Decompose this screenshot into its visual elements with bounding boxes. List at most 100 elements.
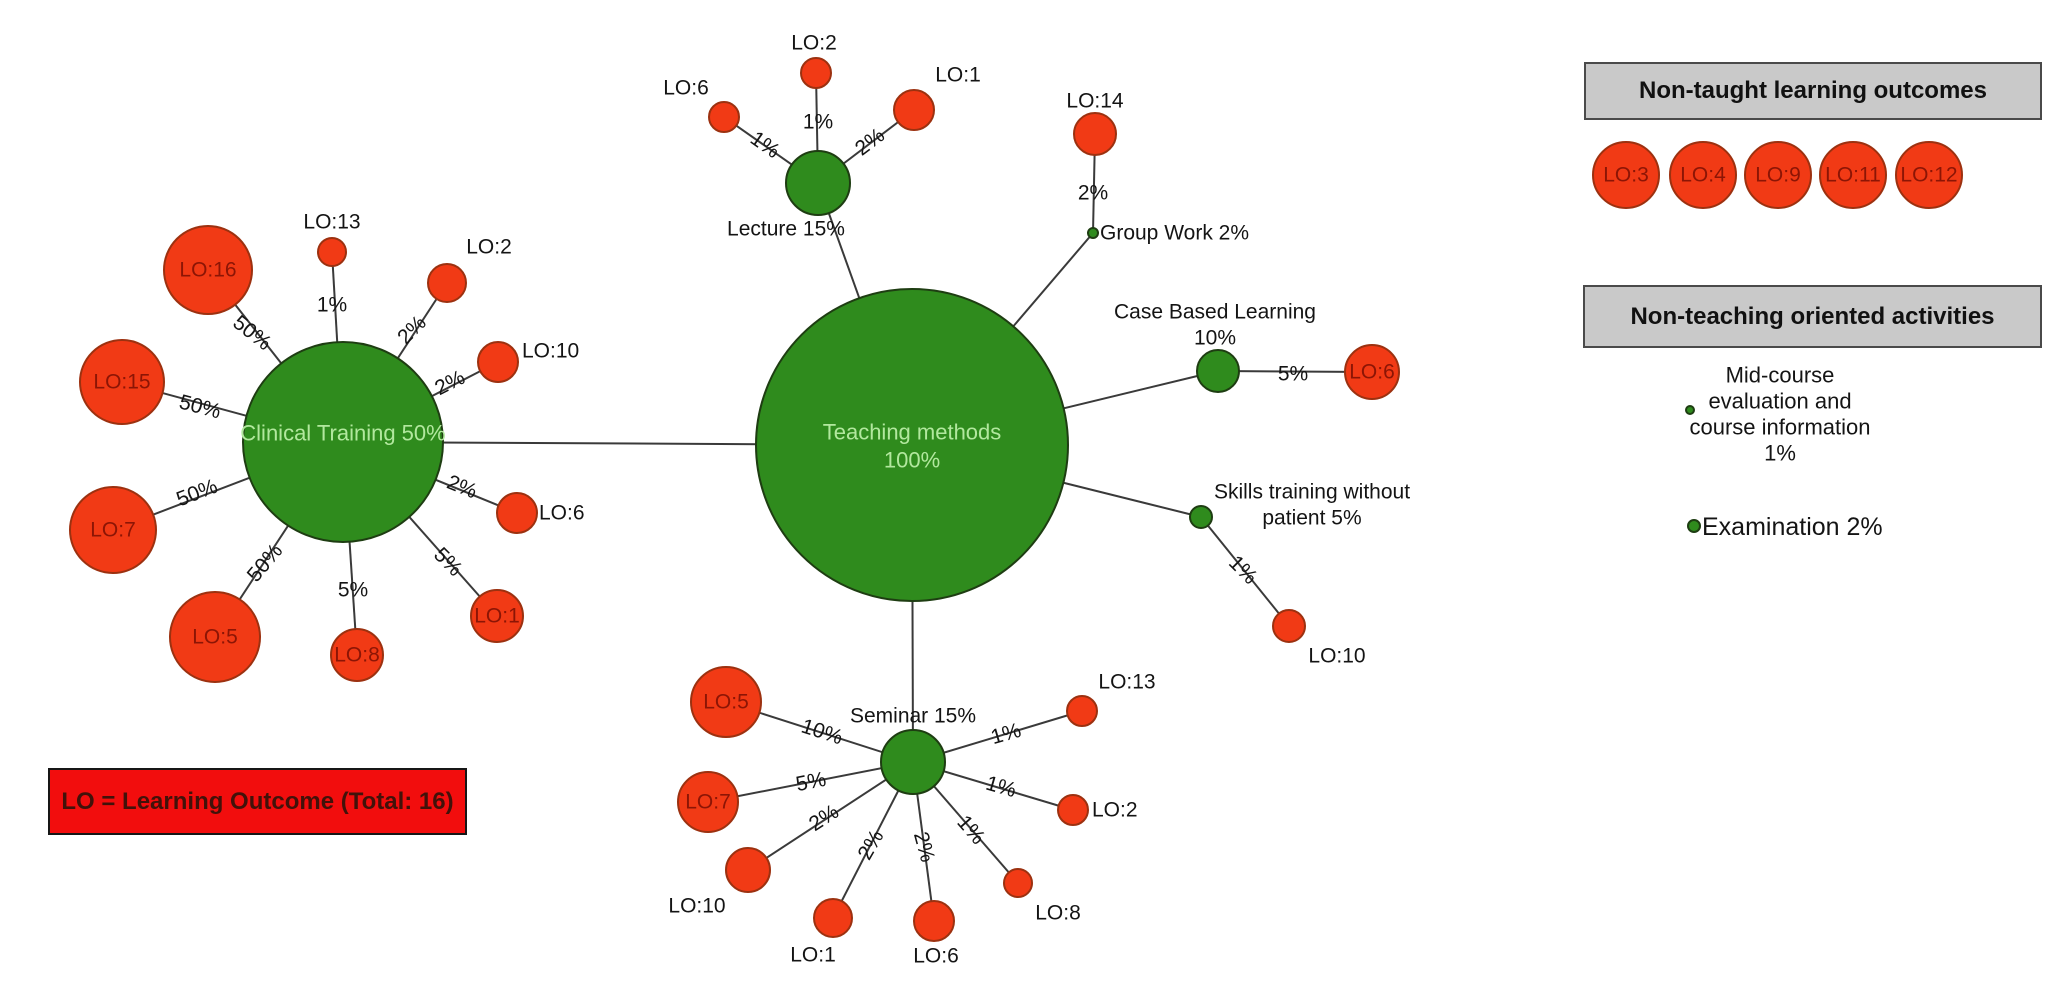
label-r12: LO:12 — [1900, 164, 1957, 187]
edge-label-clinical-c15: 50% — [177, 390, 224, 423]
label-exam: Examination 2% — [1702, 513, 1883, 541]
node-c5 — [169, 591, 261, 683]
node-m5 — [690, 666, 762, 738]
label-c8: LO:8 — [334, 644, 380, 667]
node-c10 — [477, 341, 519, 383]
label-m10: LO:10 — [668, 895, 725, 918]
node-lecture — [785, 150, 851, 216]
edge-label-seminar-m1: 2% — [853, 826, 888, 864]
label-c7: LO:7 — [90, 519, 136, 542]
node-m10 — [725, 847, 771, 893]
node-r12 — [1895, 141, 1963, 209]
label-lecture: Lecture 15% — [727, 218, 845, 241]
label-c13: LO:13 — [303, 211, 360, 234]
edge-label-lecture-l2: 1% — [803, 111, 833, 134]
label-teaching: Teaching methods — [823, 420, 1002, 445]
label-m13: LO:13 — [1098, 671, 1155, 694]
label-midcourse: Mid-course — [1726, 363, 1835, 388]
node-m8 — [1003, 868, 1033, 898]
node-groupwork — [1087, 227, 1099, 239]
label-c2: LO:2 — [466, 236, 512, 259]
edge-label-clinical-c10: 2% — [431, 366, 468, 400]
label-g14: LO:14 — [1066, 90, 1124, 113]
label-m1: LO:1 — [790, 944, 836, 967]
node-exam — [1687, 519, 1701, 533]
edge-label-seminar-m10: 2% — [805, 800, 843, 836]
label-r11: LO:11 — [1825, 164, 1881, 187]
node-m2 — [1057, 794, 1089, 826]
node-m1 — [813, 898, 853, 938]
node-clinical — [242, 341, 444, 543]
node-r4 — [1669, 141, 1737, 209]
node-l1 — [893, 89, 935, 131]
edge-label-skills-s10: 1% — [1224, 551, 1262, 589]
label-m6: LO:6 — [913, 945, 959, 968]
edge-label-lecture-l6: 1% — [746, 127, 784, 163]
label-m2: LO:2 — [1092, 799, 1138, 822]
legend-box: LO = Learning Outcome (Total: 16) — [48, 768, 467, 835]
node-c6 — [496, 492, 538, 534]
label-midcourse: course information — [1690, 415, 1871, 440]
label-l6: LO:6 — [663, 77, 709, 100]
non-taught-header: Non-taught learning outcomes — [1584, 62, 2042, 120]
label-cbl: 10% — [1194, 327, 1236, 350]
non-taught-header-title: Non-taught learning outcomes — [1639, 77, 1987, 104]
node-skills — [1189, 505, 1213, 529]
label-c1: LO:1 — [474, 605, 520, 628]
label-teaching: 100% — [884, 448, 940, 473]
label-s10: LO:10 — [1308, 645, 1365, 668]
label-c15: LO:15 — [93, 371, 150, 394]
edge-skills-s10 — [1200, 516, 1290, 627]
node-c7 — [69, 486, 157, 574]
node-m13 — [1066, 695, 1098, 727]
non-teaching-header: Non-teaching oriented activities — [1583, 285, 2042, 348]
edge-seminar-m7 — [707, 761, 914, 803]
edge-label-cbl-cb6: 5% — [1278, 363, 1308, 386]
label-midcourse: 1% — [1764, 441, 1796, 466]
node-c1 — [470, 589, 524, 643]
label-midcourse: evaluation and — [1708, 389, 1851, 414]
node-c13 — [317, 237, 347, 267]
label-r4: LO:4 — [1680, 164, 1726, 187]
node-c15 — [79, 339, 165, 425]
label-r3: LO:3 — [1603, 164, 1649, 187]
label-c6: LO:6 — [539, 502, 585, 525]
node-m7 — [677, 771, 739, 833]
label-clinical: Clinical Training 50% — [240, 421, 445, 446]
label-groupwork: Group Work 2% — [1100, 222, 1249, 245]
label-cbl: Case Based Learning — [1114, 301, 1316, 324]
node-r3 — [1592, 141, 1660, 209]
node-g14 — [1073, 112, 1117, 156]
label-c10: LO:10 — [522, 340, 579, 363]
node-l6 — [708, 101, 740, 133]
node-teaching — [755, 288, 1069, 602]
label-c5: LO:5 — [192, 626, 238, 649]
edge-label-clinical-c8: 5% — [338, 579, 368, 602]
edge-label-clinical-c6: 2% — [444, 471, 481, 504]
label-m5: LO:5 — [703, 691, 749, 714]
node-cbl — [1196, 349, 1240, 393]
label-seminar: Seminar 15% — [850, 705, 976, 728]
edge-label-seminar-m7: 5% — [794, 768, 828, 796]
legend-text: LO = Learning Outcome (Total: 16) — [61, 787, 454, 815]
label-skills: Skills training without — [1214, 481, 1410, 504]
node-c2 — [427, 263, 467, 303]
node-cb6 — [1344, 344, 1400, 400]
label-l1: LO:1 — [935, 64, 981, 87]
label-l2: LO:2 — [791, 32, 837, 55]
node-m6 — [913, 900, 955, 942]
label-m7: LO:7 — [685, 791, 731, 814]
label-r9: LO:9 — [1755, 164, 1801, 187]
node-r9 — [1744, 141, 1812, 209]
node-c8 — [330, 628, 384, 682]
non-teaching-header-title: Non-teaching oriented activities — [1630, 302, 1995, 330]
node-l2 — [800, 57, 832, 89]
node-r11 — [1819, 141, 1887, 209]
node-s10 — [1272, 609, 1306, 643]
edge-label-seminar-m13: 1% — [988, 719, 1024, 749]
edge-label-seminar-m6: 2% — [909, 829, 939, 864]
edge-label-seminar-m2: 1% — [983, 772, 1019, 802]
node-c16 — [163, 225, 253, 315]
